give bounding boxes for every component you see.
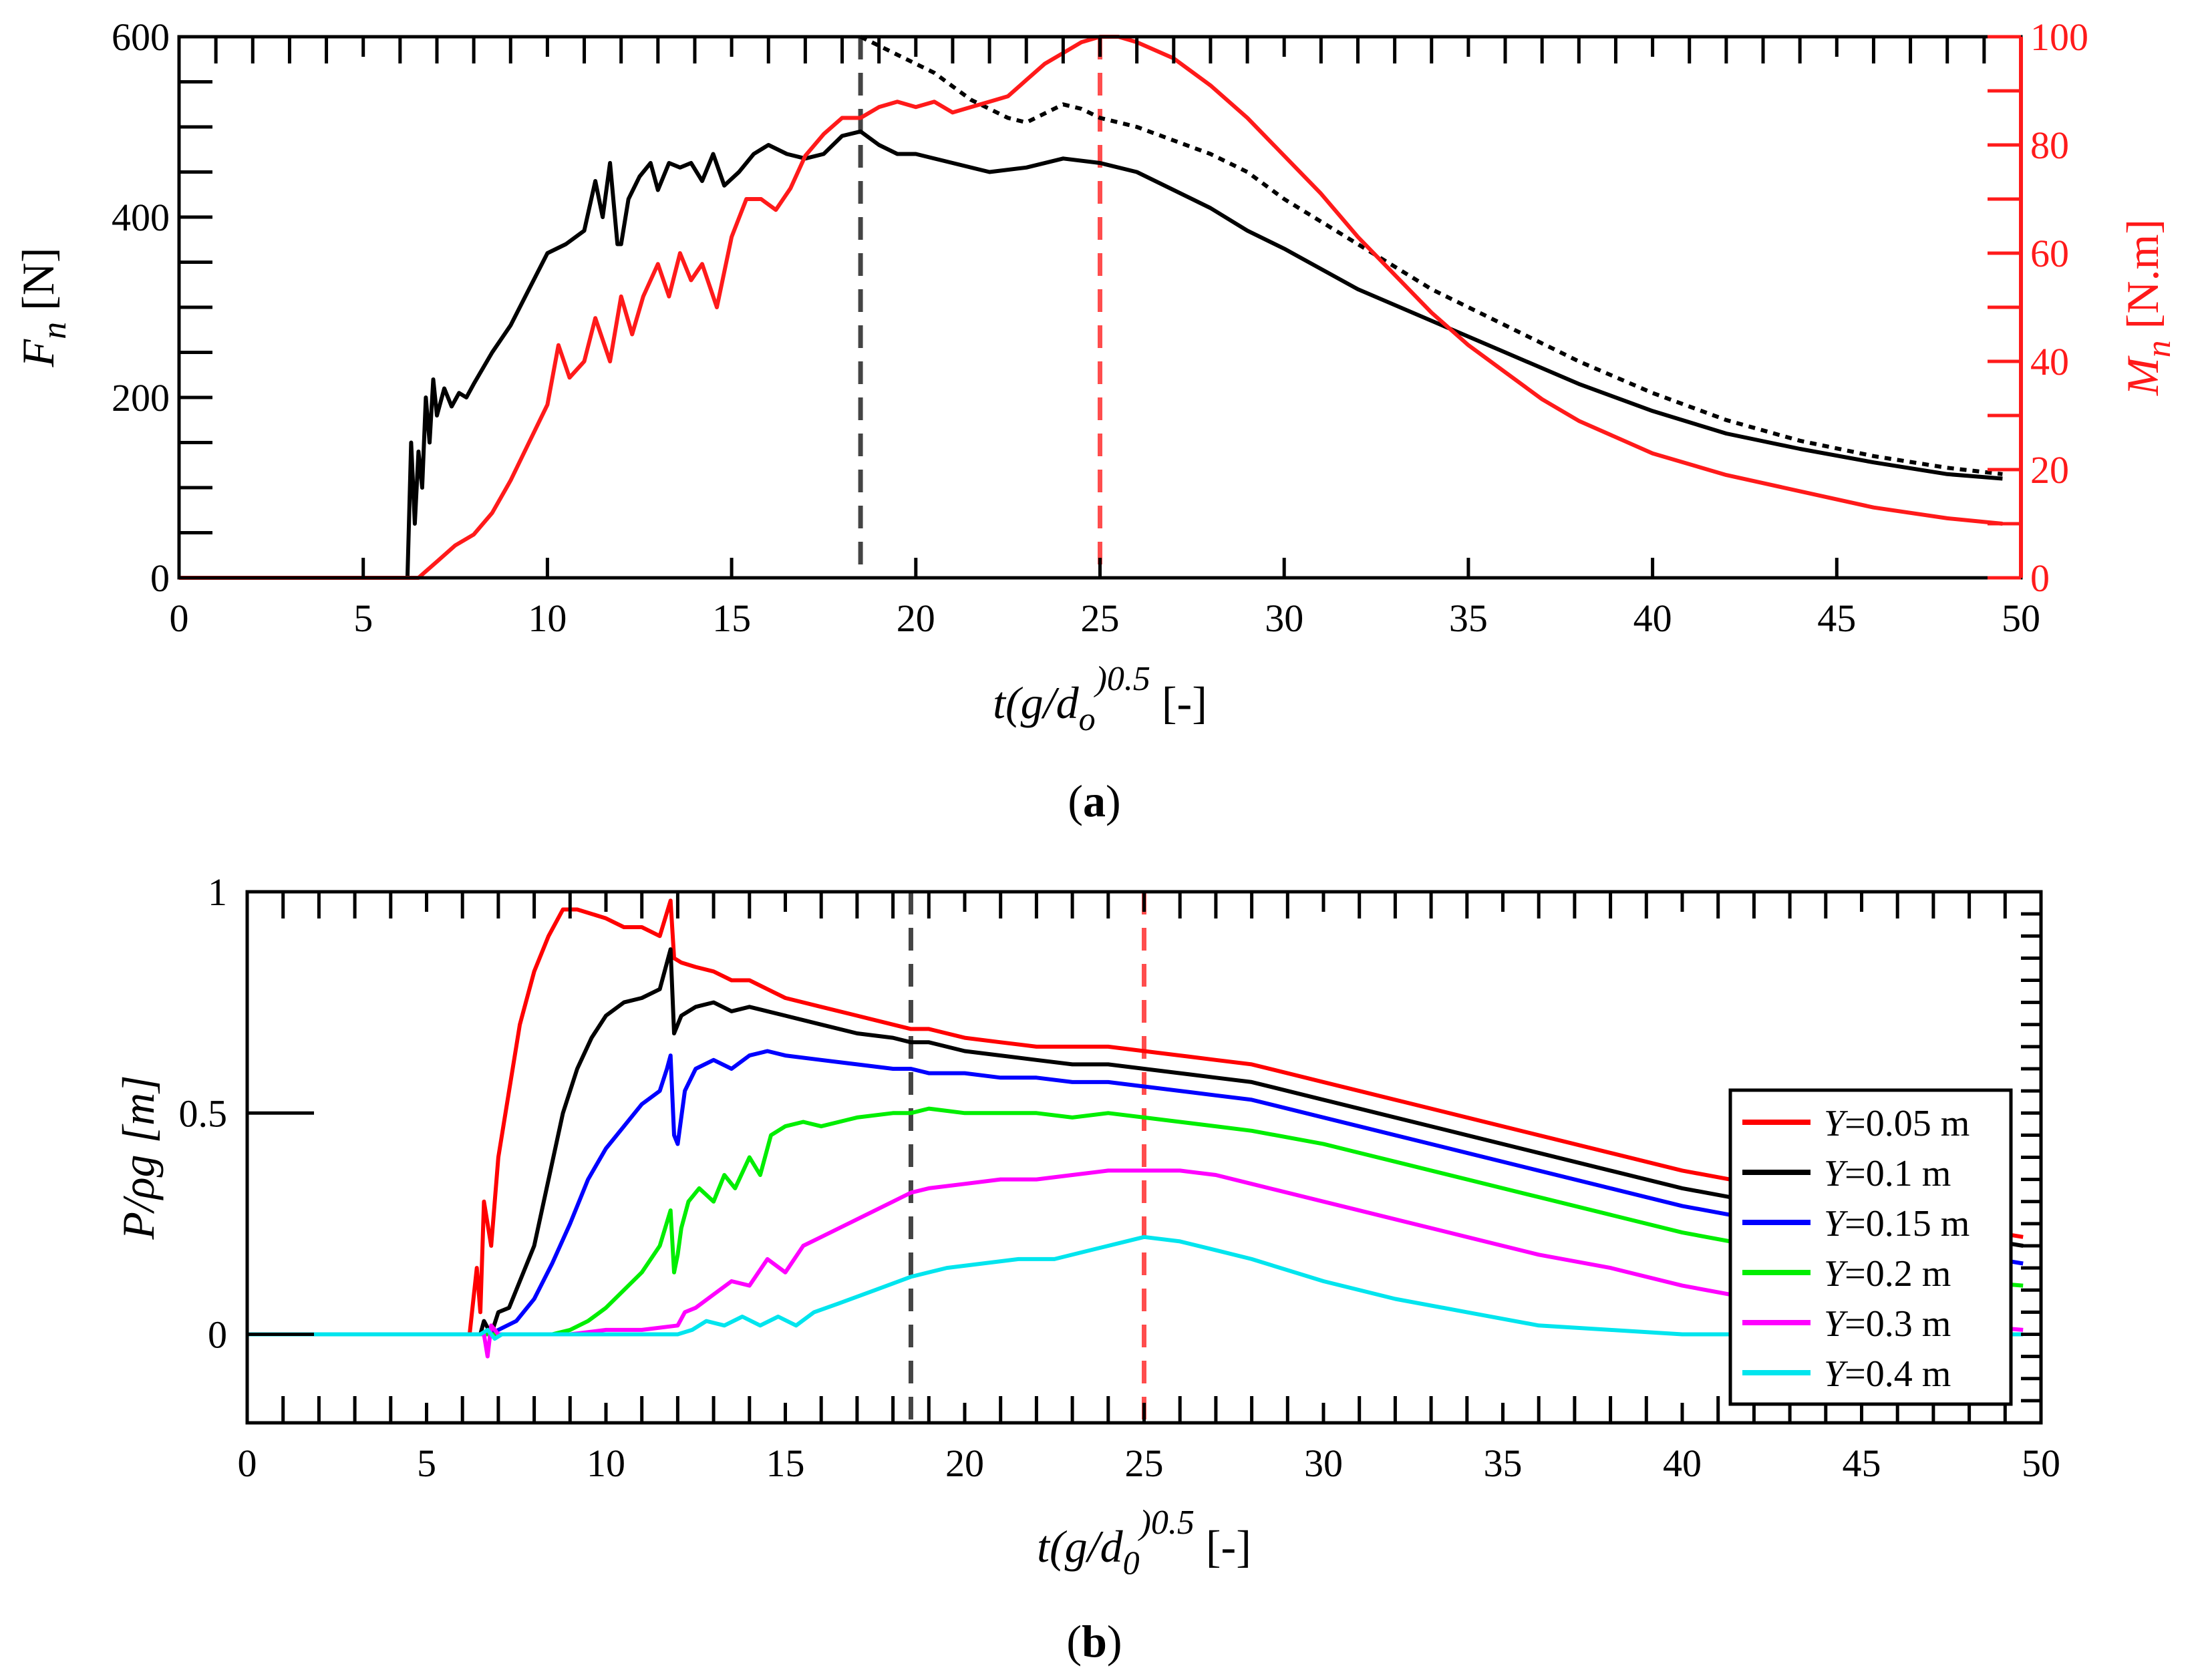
panel-b-y-tick-label: 1 [208,870,227,914]
panel-a-y-right-tick-label: 20 [2030,448,2069,492]
panel-b-ticks: 0 5 10 15 20 25 30 35 40 45 50 0 0.5 1 [179,870,2061,1485]
panel-b-x-tick-label: 25 [1125,1442,1164,1485]
panel-b-legend-value: =0.2 m [1845,1253,1951,1295]
panel-b-legend-var: Y [1824,1103,1849,1144]
panel-b-legend-var: Y [1824,1303,1849,1345]
panel-b-y-axis-label: P/ρg [m] [113,1075,164,1240]
panel-a-right-y-axis-label: Mn [N.m] [2117,219,2178,396]
panel-b-legend-value: =0.3 m [1845,1303,1951,1345]
panel-b-legend-label: Y=0.4 m [1824,1353,1951,1395]
panel-a-xlabel-sup: )0.5 [1094,660,1150,698]
panel-a-x-tick-label: 35 [1449,597,1488,640]
panel-b-x-tick-label: 0 [238,1442,257,1485]
panel-b-legend-label: Y=0.3 m [1824,1303,1951,1345]
panel-a-xlabel-tail: [-] [1150,677,1207,728]
panel-a-x-tick-label: 20 [897,597,935,640]
panel-b-caption: (b) [1066,1616,1122,1667]
panel-b-legend: Y=0.05 mY=0.1 mY=0.15 mY=0.2 mY=0.3 mY=0… [1728,1088,2013,1406]
panel-a-x-tick-label: 5 [353,597,373,640]
panel-b-xlabel-tail: [-] [1195,1521,1251,1572]
panel-a-y-right-tick-label: 40 [2030,340,2069,383]
panel-b-x-tick-label: 35 [1484,1442,1523,1485]
panel-b-legend-var: Y [1824,1203,1849,1244]
panel-a-x-tick-label: 50 [2002,597,2040,640]
panel-b-x-axis-label: t(g/d0)0.5 [-] [1037,1504,1251,1581]
panel-a-y-left-tick-label: 200 [112,376,170,419]
panel-b-xlabel-sup: )0.5 [1138,1504,1195,1542]
panel-b-legend-value: =0.1 m [1845,1153,1951,1194]
panel-b-caption-letter: b [1082,1616,1107,1667]
panel-a-x-tick-label: 45 [1817,597,1856,640]
panel-b-x-tick-label: 20 [945,1442,984,1485]
panel-a-series-line-fn [179,129,2003,580]
panel-b-series-line-3 [247,1106,2024,1337]
panel-a-ylabel-left-tail: [N] [13,248,63,322]
panel-b-y-tick-label: 0 [208,1313,227,1357]
panel-a-xlabel-sub: o [1079,700,1096,737]
panel-b-x-tick-label: 45 [1843,1442,1881,1485]
panel-b-legend-label: Y=0.05 m [1824,1103,1970,1144]
panel-b-x-tick-label: 15 [766,1442,805,1485]
panel-a-y-left-tick-label: 600 [112,15,170,59]
panel-b-legend-var: Y [1824,1253,1849,1295]
panel-a-y-right-tick-label: 100 [2030,15,2088,59]
panel-b-series-line-0 [247,898,2024,1337]
panel-b-series-line-1 [247,947,2024,1337]
panel-a-ylabel-left-sub: n [35,322,73,339]
panel-b-x-tick-label: 40 [1663,1442,1702,1485]
panel-b-legend-box [1728,1088,2013,1406]
panel-a-left-y-axis-label: Fn [N] [13,248,73,368]
panel-a-y-right-tick-label: 60 [2030,232,2069,275]
panel-a-x-tick-label: 10 [528,597,567,640]
panel-b-series-line-2 [247,1049,2024,1337]
panel-b-x-tick-label: 50 [2022,1442,2060,1485]
panel-a-x-axis-label: t(g/do)0.5 [-] [993,660,1207,737]
panel-a-ylabel-right-sub: n [2140,340,2178,357]
panel-b-x-tick-label: 10 [587,1442,625,1485]
panel-b-legend-var: Y [1824,1153,1849,1194]
panel-b-series-line-5 [247,1234,2024,1341]
panel-a-ylabel-right-tail: [N.m] [2117,219,2168,340]
panel-a-y-left-tick-label: 0 [150,556,170,600]
panel-a-caption-letter: a [1083,776,1106,826]
panel-a-x-tick-label: 25 [1081,597,1120,640]
panel-b-x-tick-label: 5 [417,1442,436,1485]
panel-a-x-tick-label: 40 [1633,597,1672,640]
panel-a-y-right-tick-label: 80 [2030,124,2069,167]
panel-a-series-line-mn [179,35,2003,580]
panel-a-y-left-tick-label: 400 [112,196,170,239]
panel-b-legend-label: Y=0.1 m [1824,1153,1951,1194]
panel-a-chart: 0 5 10 15 20 25 30 35 40 45 5002004006000204060801… [13,15,2178,826]
panel-b-legend-value: =0.4 m [1845,1353,1951,1395]
panel-a-series-line-fn-dotted [859,35,2003,476]
panel-a-ylabel-left-main: F [13,338,63,367]
panel-b-x-tick-label: 30 [1304,1442,1343,1485]
panel-a-caption: (a) [1068,776,1120,826]
panel-a-ylabel-right-main: M [2117,355,2168,396]
panel-b-legend-value: =0.15 m [1845,1203,1970,1244]
panel-a-x-tick-label: 0 [170,597,189,640]
panel-a-ticks: 0 5 10 15 20 25 30 35 40 45 5002004006000204060801… [112,15,2088,640]
panel-b-reference-lines [908,892,1146,1423]
panel-a-y-right-tick-label: 0 [2030,556,2050,600]
panel-a-xlabel-main: t(g/d [993,677,1079,728]
panel-b-xlabel-sub: 0 [1123,1544,1140,1581]
panel-b-series [247,898,2024,1359]
panel-a-series [179,35,2003,580]
panel-b-legend-var: Y [1824,1353,1849,1395]
panel-b-legend-label: Y=0.15 m [1824,1203,1970,1244]
panel-a-x-tick-label: 15 [712,597,751,640]
panel-b-xlabel-main: t(g/d [1037,1521,1123,1572]
panel-a-reference-lines [858,37,1102,578]
panel-a-x-tick-label: 30 [1265,597,1303,640]
panel-b-legend-value: =0.05 m [1845,1103,1970,1144]
panel-b-legend-label: Y=0.2 m [1824,1253,1951,1295]
panel-b-y-tick-label: 0.5 [179,1091,228,1135]
